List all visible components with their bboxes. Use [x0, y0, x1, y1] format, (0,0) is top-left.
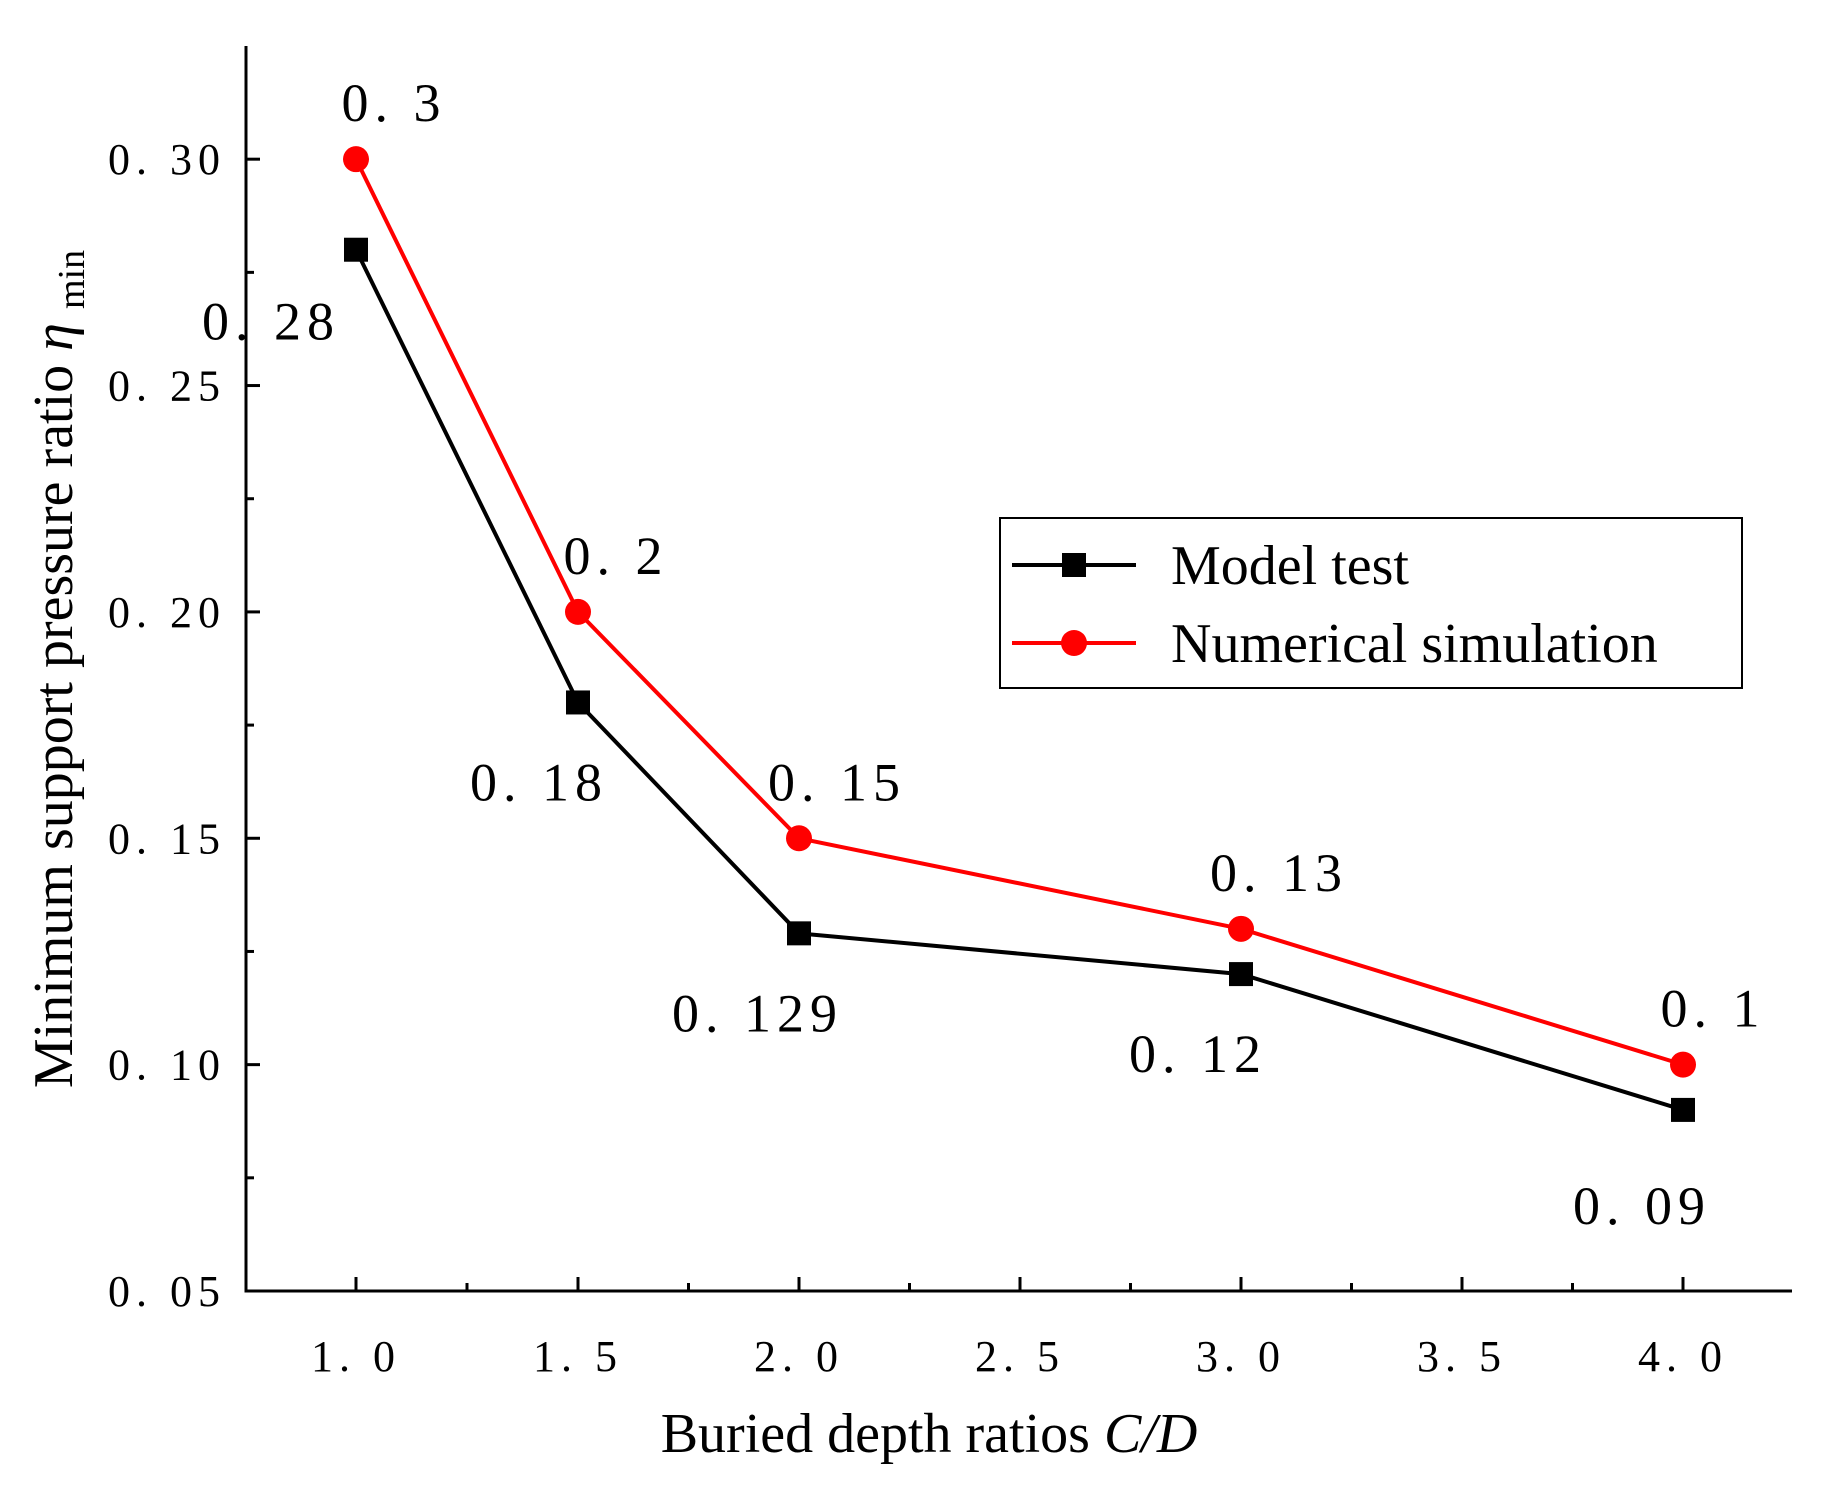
x-axis-title-italic: C/D [1104, 1403, 1197, 1465]
legend-box [999, 517, 1743, 689]
numerical-simulation-data-label: 0. 15 [768, 752, 906, 812]
model-test-point [344, 237, 368, 262]
x-tick-label: 4. 0 [1638, 1332, 1728, 1381]
legend-numerical-simulation-marker [1061, 630, 1087, 656]
model-test-data-label: 0. 18 [470, 752, 608, 812]
numerical-simulation-point [786, 825, 812, 852]
model-test-data-label: 0. 28 [202, 292, 340, 352]
legend: Model test Numerical simulation [999, 517, 1743, 689]
model-test-point [566, 690, 590, 715]
x-tick-label: 3. 0 [1196, 1332, 1286, 1381]
x-tick-label: 3. 5 [1417, 1332, 1507, 1381]
numerical-simulation-point [565, 598, 591, 625]
x-axis-title: Buried depth ratios C/D [661, 1403, 1198, 1465]
y-tick-label: 0. 10 [108, 1041, 226, 1090]
x-tick-label: 2. 0 [754, 1332, 844, 1381]
numerical-simulation-data-label: 0. 13 [1210, 843, 1348, 903]
model-test-point [1229, 962, 1253, 987]
y-tick-label: 0. 15 [108, 814, 226, 863]
model-test-point [1671, 1097, 1695, 1122]
y-tick-label: 0. 25 [108, 362, 226, 411]
y-axis-title: Minimum support pressure ratio η min [23, 250, 93, 1088]
numerical-simulation-point [1670, 1051, 1696, 1078]
model-test-data-label: 0. 09 [1573, 1176, 1711, 1236]
numerical-simulation-data-label: 0. 2 [564, 526, 669, 586]
y-axis-title-symbol: η [23, 323, 85, 351]
x-ticks: 1. 0 1. 5 2. 0 2. 5 3. 0 3. 5 4. 0 [311, 1277, 1728, 1381]
legend-model-test-marker [1062, 553, 1086, 577]
x-axis-title-text: Buried depth ratios [661, 1403, 1104, 1465]
numerical-simulation-data-label: 0. 3 [342, 73, 447, 133]
x-tick-label: 1. 5 [533, 1332, 623, 1381]
y-tick-label: 0. 30 [108, 135, 226, 184]
x-tick-label: 1. 0 [311, 1332, 401, 1381]
x-tick-label: 2. 5 [975, 1332, 1065, 1381]
numerical-simulation-data-label: 0. 1 [1661, 979, 1766, 1039]
model-test-point [787, 921, 811, 946]
data-labels: 0. 28 0. 18 0. 129 0. 12 0. 09 0. 3 0. 2 0. 15 0… [202, 73, 1766, 1236]
numerical-simulation-point [343, 146, 369, 173]
y-tick-label: 0. 05 [108, 1267, 226, 1316]
legend-numerical-simulation-label: Numerical simulation [1171, 613, 1658, 675]
y-tick-label: 0. 20 [108, 588, 226, 637]
y-axis-title-text: Minimum support pressure ratio [23, 351, 85, 1088]
model-test-data-label: 0. 129 [672, 983, 843, 1043]
y-ticks: 0. 05 0. 10 0. 15 0. 20 0. 25 0. 30 [108, 135, 260, 1316]
y-axis-title-subscript: min [51, 250, 93, 309]
legend-model-test-label: Model test [1171, 535, 1409, 597]
numerical-simulation-point [1228, 915, 1254, 942]
series-layer [343, 146, 1696, 1122]
model-test-data-label: 0. 12 [1129, 1024, 1267, 1084]
